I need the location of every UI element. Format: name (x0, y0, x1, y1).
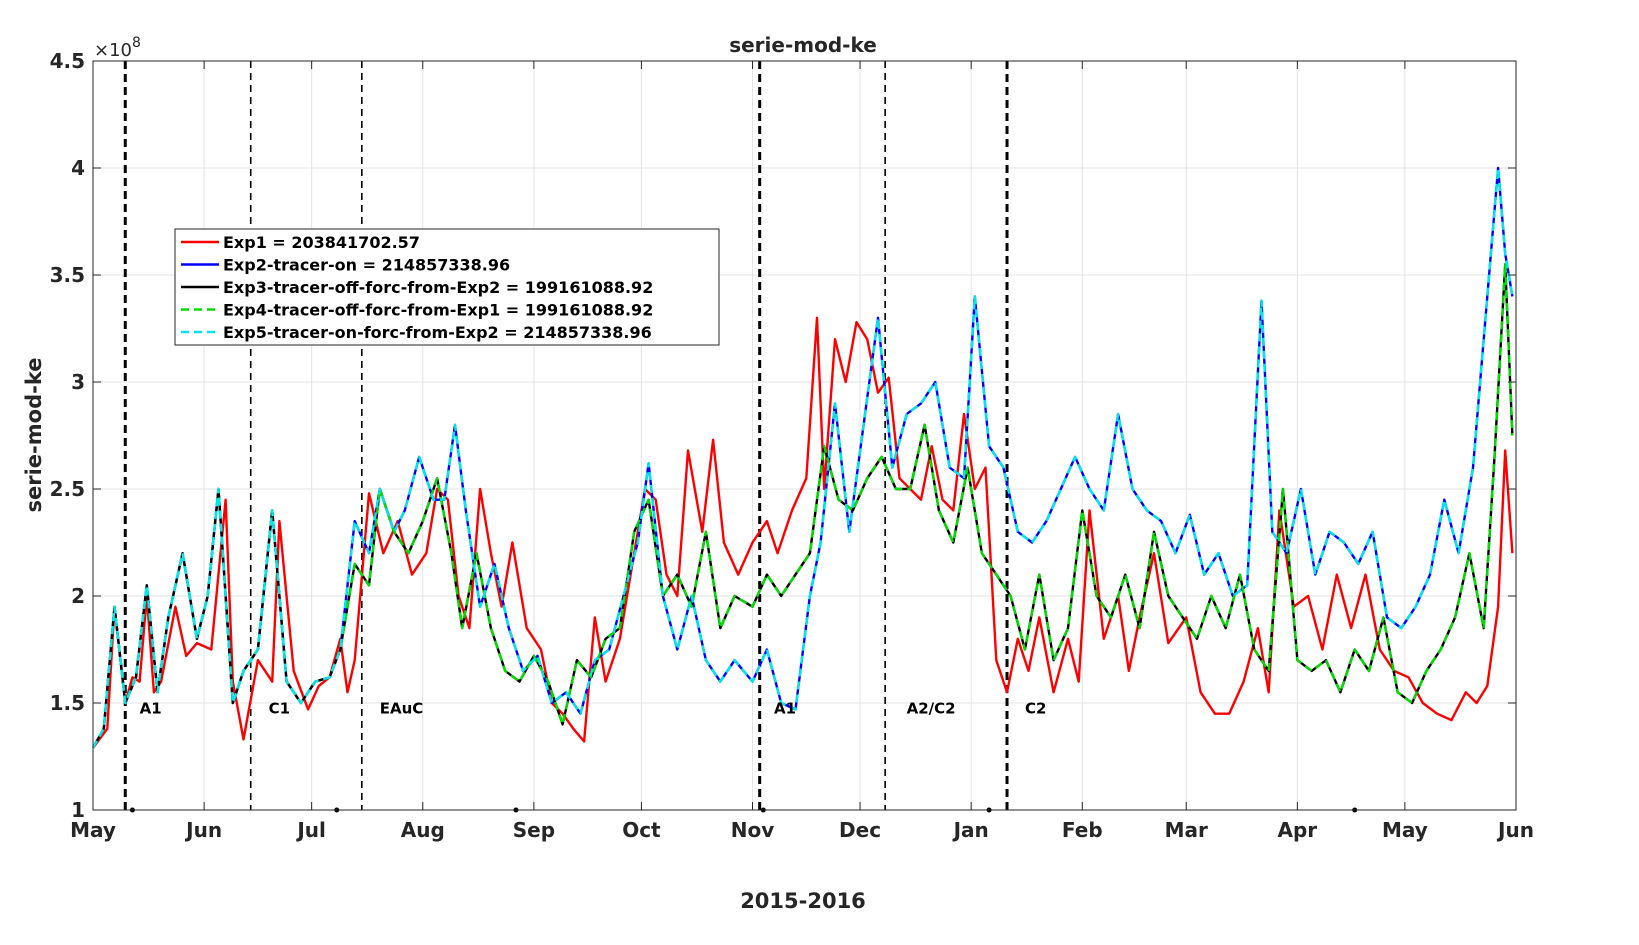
y-tick-label: 1 (71, 798, 85, 822)
event-label: EAuC (380, 699, 424, 717)
series-lines (91, 166, 1514, 749)
x-tick-label: Sep (513, 818, 555, 842)
x-tick-label: Apr (1278, 818, 1318, 842)
x-tick-label: Jan (952, 818, 989, 842)
y-axis-label: serie-mod-ke (22, 358, 46, 513)
legend-entry-label: Exp3-tracer-off-forc-from-Exp2 = 1991610… (223, 278, 653, 297)
legend-entry-label: Exp1 = 203841702.57 (223, 233, 420, 252)
chart-title: serie-mod-ke (729, 33, 877, 57)
event-label: C1 (269, 699, 290, 717)
event-lines (123, 61, 1009, 810)
y-tick-label: 3 (71, 370, 85, 394)
x-axis-label: 2015-2016 (740, 889, 866, 913)
x-tick-label: Nov (731, 818, 775, 842)
x-tick-label: Mar (1165, 818, 1208, 842)
x-tick-label: May (70, 818, 116, 842)
x-tick-label: Jun (184, 818, 222, 842)
y-tick-label: 3.5 (50, 263, 85, 287)
series-line-3 (91, 263, 1514, 749)
y-tick-label: 1.5 (50, 691, 85, 715)
legend-entry-label: Exp4-tracer-off-forc-from-Exp1 = 1991610… (223, 301, 653, 320)
event-label: A1 (140, 699, 162, 717)
x-tick-label: Feb (1062, 818, 1103, 842)
x-tick-label: Jun (1496, 818, 1534, 842)
x-tick-label: Dec (839, 818, 881, 842)
legend-entry-label: Exp5-tracer-on-forc-from-Exp2 = 21485733… (223, 323, 652, 342)
event-label: C2 (1025, 699, 1046, 717)
x-tick-label: Jul (295, 818, 326, 842)
y-tick-label: 4 (71, 156, 85, 180)
legend-box (174, 228, 720, 346)
axis-ticks: 1 1.5 2 2.5 3 3.5 4 4.5 May Jun Jul Aug Sep Oct Nov Dec… (50, 49, 1534, 842)
x-tick-label: Aug (401, 818, 445, 842)
x-tick-label: May (1382, 818, 1428, 842)
event-label: A2/C2 (907, 699, 956, 717)
y-tick-label: 2 (71, 584, 85, 608)
series-line-1 (92, 316, 1514, 749)
y-tick-label: 2.5 (50, 477, 85, 501)
x-tick-label: Oct (622, 818, 661, 842)
y-tick-label: 4.5 (50, 49, 85, 73)
y-axis-multiplier-base: ×10 (94, 40, 132, 61)
y-axis-multiplier: ×108 (94, 35, 141, 61)
series-line-5 (91, 166, 1514, 749)
legend-entry-label: Exp2-tracer-on = 214857338.96 (223, 256, 510, 275)
y-axis-multiplier-exponent: 8 (132, 35, 141, 51)
event-label: A1 (774, 699, 796, 717)
plot-frame (92, 60, 1517, 811)
legend: Exp1 = 203841702.57 Exp2-tracer-on = 2148… (174, 228, 720, 346)
